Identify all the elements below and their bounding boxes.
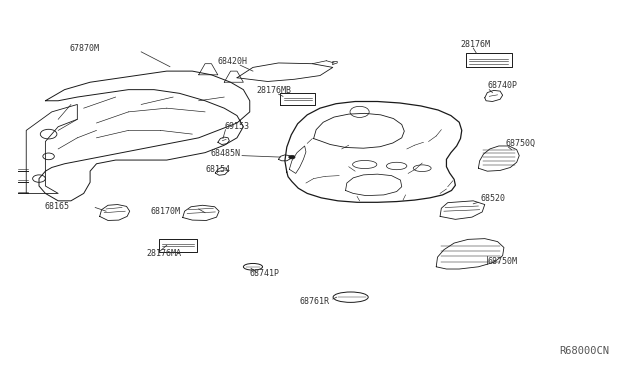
Text: 28176M: 28176M — [461, 40, 490, 49]
Text: 68165: 68165 — [44, 202, 69, 211]
Text: 68750M: 68750M — [487, 257, 517, 266]
Text: 68740P: 68740P — [487, 81, 517, 90]
Text: 68761R: 68761R — [300, 297, 330, 306]
Text: 68154: 68154 — [205, 165, 230, 174]
Text: 28176MB: 28176MB — [256, 86, 291, 95]
Text: R68000CN: R68000CN — [559, 346, 609, 356]
Text: 69153: 69153 — [224, 122, 249, 131]
Text: 68485N: 68485N — [210, 149, 240, 158]
Text: 68750Q: 68750Q — [505, 139, 535, 148]
Text: 68520: 68520 — [481, 195, 506, 203]
Text: 67870M: 67870M — [70, 44, 100, 52]
Circle shape — [289, 155, 295, 159]
Text: 68741P: 68741P — [250, 269, 280, 278]
Text: 28176MA: 28176MA — [147, 249, 181, 258]
Text: 68420H: 68420H — [218, 57, 248, 66]
Text: 68170M: 68170M — [151, 207, 180, 216]
